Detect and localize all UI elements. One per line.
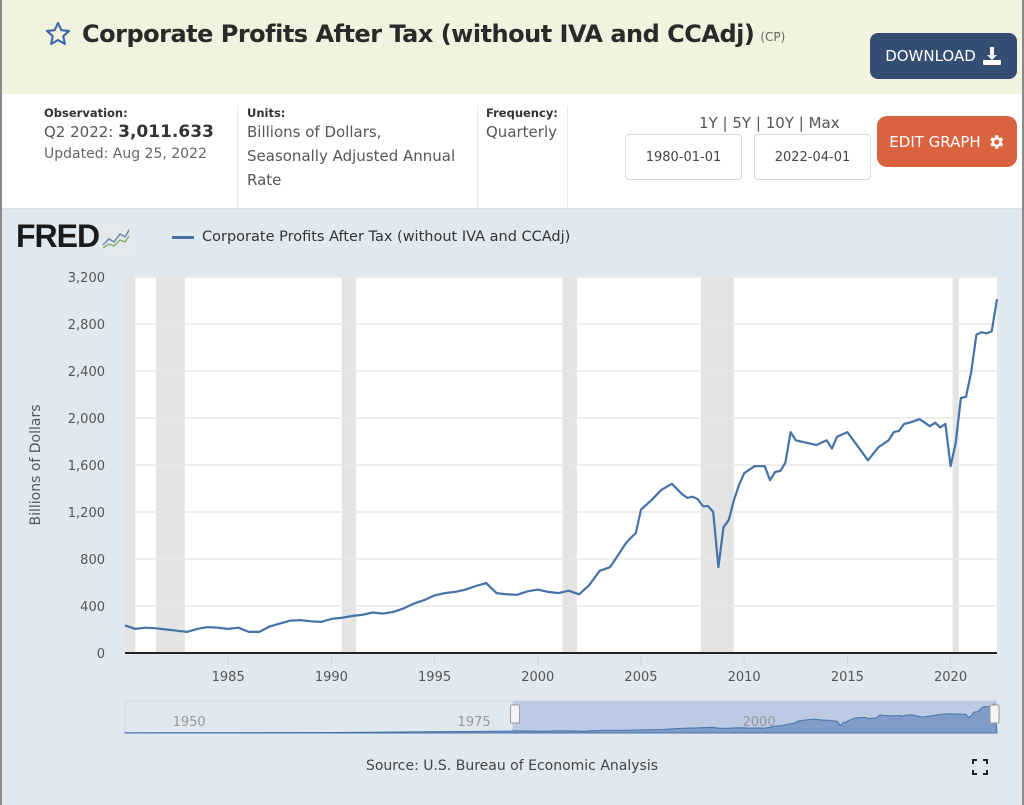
observation-number: 3,011.633 [118, 122, 214, 142]
units-block: Units: Billions of Dollars, Seasonally A… [247, 106, 455, 192]
chart-area: FRED Corporate Profits After Tax (withou… [2, 209, 1022, 805]
separator: | [722, 114, 728, 132]
frequency-value: Quarterly [486, 123, 557, 141]
download-icon [982, 47, 1001, 65]
x-tick-label: 1990 [315, 670, 348, 685]
observation-label: Observation: [44, 106, 128, 120]
edit-graph-label: EDIT GRAPH [889, 132, 981, 151]
units-line-1: Billions of Dollars, [247, 123, 382, 141]
source-text: Source: U.S. Bureau of Economic Analysis [365, 758, 659, 774]
range-10y[interactable]: 10Y [765, 114, 794, 132]
range-links: 1Y | 5Y | 10Y | Max [699, 114, 840, 132]
chart-svg: 0 400 800 1,200 1,600 2,000 2,400 2,800 3,200 198… [28, 271, 1000, 734]
units-line-3: Rate [247, 171, 282, 189]
series-line [124, 298, 999, 633]
series-meta: Observation: Q2 2022: 3,011.633 Updated:… [2, 94, 1022, 209]
range-1y[interactable]: 1Y [699, 114, 718, 132]
x-tick-label: 1985 [212, 670, 245, 685]
title-row: Corporate Profits After Tax (without IVA… [44, 20, 785, 48]
download-label: DOWNLOAD [885, 47, 976, 65]
divider [477, 106, 478, 209]
units-line-2: Seasonally Adjusted Annual [247, 147, 456, 165]
legend-label: Corporate Profits After Tax (without IVA… [202, 229, 571, 245]
legend-swatch [172, 235, 194, 239]
observation-period: Q2 2022: [44, 123, 114, 141]
navigator-handle[interactable] [510, 704, 521, 724]
separator: | [798, 114, 804, 132]
separator: | [755, 114, 761, 132]
star-icon[interactable] [44, 20, 72, 48]
observation-value: Q2 2022: 3,011.633 [44, 120, 214, 144]
x-tick-label: 2020 [934, 670, 967, 685]
range-max[interactable]: Max [808, 114, 840, 132]
navigator-label: 1950 [173, 715, 206, 730]
x-tick-label: 2010 [728, 670, 761, 685]
fred-chart-icon [101, 227, 132, 251]
observation-block: Observation: Q2 2022: 3,011.633 Updated:… [44, 106, 214, 162]
navigator-series [124, 702, 998, 734]
fred-logo: FRED [16, 218, 132, 254]
navigator-handle[interactable] [989, 704, 1000, 724]
series-id: (CP) [760, 30, 786, 44]
y-tick-label: 1,600 [68, 459, 105, 474]
frequency-label: Frequency: [486, 106, 558, 120]
y-tick-label: 2,000 [68, 412, 105, 427]
navigator-label: 2000 [743, 715, 776, 730]
updated-date: Updated: Aug 25, 2022 [44, 146, 207, 162]
divider [237, 106, 238, 209]
series-header: Corporate Profits After Tax (without IVA… [2, 0, 1022, 94]
x-tick-label: 2005 [624, 670, 657, 685]
fullscreen-icon[interactable] [970, 757, 990, 777]
y-tick-label: 800 [80, 553, 105, 568]
chart-legend: Corporate Profits After Tax (without IVA… [172, 229, 570, 245]
x-tick-label: 1995 [418, 670, 451, 685]
y-tick-label: 2,400 [68, 365, 105, 380]
x-tick-label: 2000 [521, 670, 554, 685]
range-5y[interactable]: 5Y [732, 114, 752, 132]
fred-wordmark: FRED [16, 218, 100, 254]
y-tick-label: 0 [97, 647, 105, 662]
y-tick-label: 1,200 [68, 506, 105, 521]
navigator-label: 1975 [458, 715, 491, 730]
x-tick-label: 2015 [831, 670, 864, 685]
end-date-input[interactable] [754, 134, 871, 180]
start-date-input[interactable] [625, 134, 742, 180]
y-tick-label: 2,800 [68, 318, 105, 333]
y-tick-label: 3,200 [68, 271, 105, 286]
divider [567, 106, 568, 209]
y-tick-label: 400 [80, 600, 105, 615]
page-title: Corporate Profits After Tax (without IVA… [82, 20, 755, 48]
y-axis-label: Billions of Dollars [28, 404, 44, 525]
edit-graph-button[interactable]: EDIT GRAPH [877, 116, 1017, 167]
download-button[interactable]: DOWNLOAD [870, 33, 1017, 79]
units-label: Units: [247, 106, 286, 120]
frequency-block: Frequency: Quarterly [486, 106, 558, 144]
gear-icon [990, 134, 1003, 149]
